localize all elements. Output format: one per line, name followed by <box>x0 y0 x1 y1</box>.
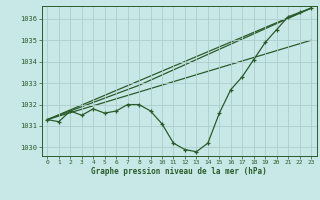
X-axis label: Graphe pression niveau de la mer (hPa): Graphe pression niveau de la mer (hPa) <box>91 167 267 176</box>
